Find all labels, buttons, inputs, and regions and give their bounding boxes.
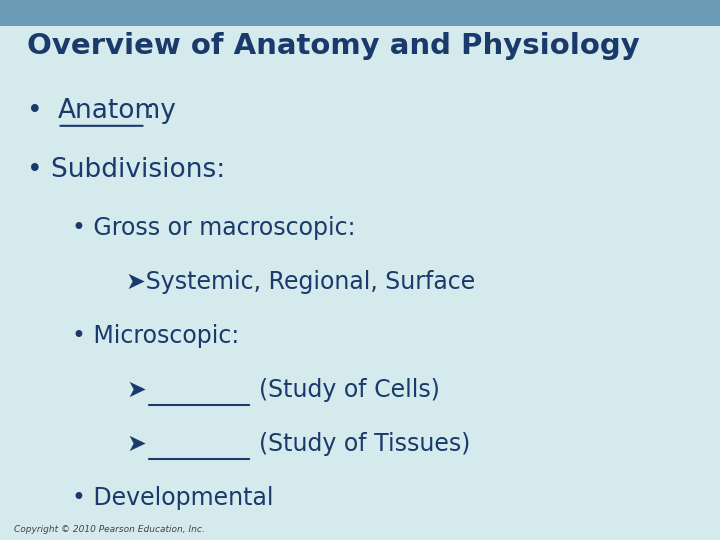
Text: Overview of Anatomy and Physiology: Overview of Anatomy and Physiology <box>27 32 640 60</box>
Bar <box>0 0 720 26</box>
Text: ➤Systemic, Regional, Surface: ➤Systemic, Regional, Surface <box>126 270 475 294</box>
Text: Anatomy: Anatomy <box>58 98 176 124</box>
Text: • Gross or macroscopic:: • Gross or macroscopic: <box>72 216 356 240</box>
Text: (Study of Cells): (Study of Cells) <box>259 378 440 402</box>
Text: •: • <box>27 98 51 124</box>
Text: ➤: ➤ <box>126 432 145 456</box>
Text: • Subdivisions:: • Subdivisions: <box>27 157 225 183</box>
Text: • Developmental: • Developmental <box>72 486 274 510</box>
Text: ➤: ➤ <box>126 378 145 402</box>
Text: • Microscopic:: • Microscopic: <box>72 324 239 348</box>
Text: :: : <box>145 98 154 124</box>
Text: (Study of Tissues): (Study of Tissues) <box>259 432 471 456</box>
Text: Copyright © 2010 Pearson Education, Inc.: Copyright © 2010 Pearson Education, Inc. <box>14 524 205 534</box>
